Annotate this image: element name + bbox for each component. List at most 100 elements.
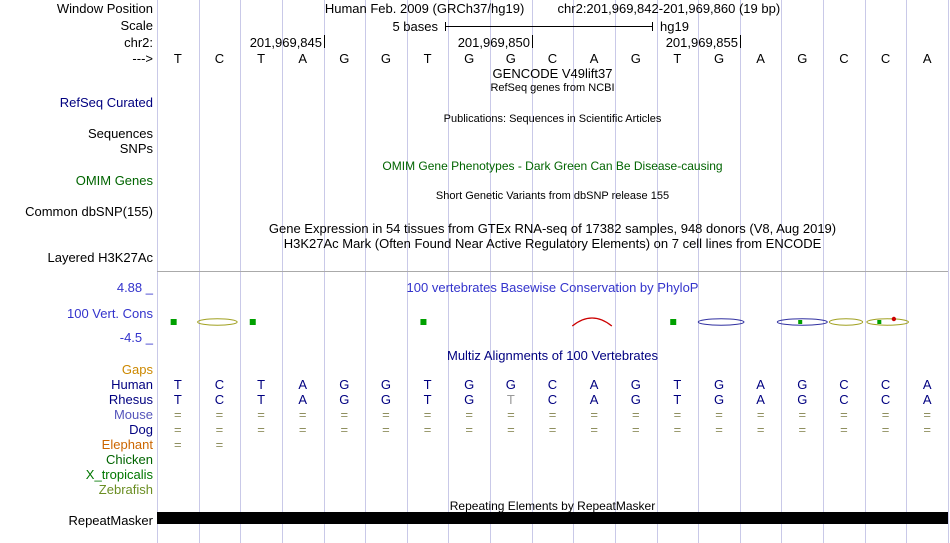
alignment-row-elephant[interactable]: = = xyxy=(157,437,948,452)
alignment-cell: A xyxy=(922,392,932,407)
track-label-dbsnp[interactable]: Common dbSNP(155) xyxy=(25,204,153,219)
conservation-track[interactable] xyxy=(157,308,948,338)
h3k27ac-title[interactable]: H3K27Ac Mark (Often Found Near Active Re… xyxy=(283,236,822,251)
alignment-cell: = xyxy=(715,407,723,422)
alignment-cell: C xyxy=(547,377,558,392)
alignment-cell: A xyxy=(756,377,765,392)
conservation-mark xyxy=(697,318,745,326)
alignment-cell: T xyxy=(257,392,266,407)
dbsnp-title[interactable]: Short Genetic Variants from dbSNP releas… xyxy=(435,190,670,202)
base-letter: C xyxy=(214,51,225,66)
alignment-cell: = xyxy=(465,422,474,437)
gencode-title[interactable]: GENCODE V49lift37 xyxy=(492,66,613,81)
alignment-cell: = xyxy=(923,407,931,422)
alignment-cell: = xyxy=(257,407,265,422)
alignment-cell: A xyxy=(298,392,308,407)
alignment-cell: C xyxy=(839,392,849,407)
base-letter: T xyxy=(423,51,432,66)
track-label-mouse[interactable]: Mouse xyxy=(113,407,153,422)
track-label-snps[interactable]: SNPs xyxy=(119,141,153,156)
alignment-cell: G xyxy=(797,392,808,407)
alignment-cell: = xyxy=(840,407,848,422)
multiz-title[interactable]: Multiz Alignments of 100 Vertebrates xyxy=(446,348,658,363)
alignment-cell: = xyxy=(174,407,182,422)
alignment-cell: T xyxy=(173,392,182,407)
track-label-omim-genes[interactable]: OMIM Genes xyxy=(75,173,153,188)
alignment-cell: = xyxy=(631,422,640,437)
alignment-cell: = xyxy=(174,422,182,437)
scale-value: 5 bases xyxy=(392,19,438,34)
alignment-cell: = xyxy=(257,422,265,437)
track-label-h3k27ac[interactable]: Layered H3K27Ac xyxy=(47,250,153,265)
coordinate-tick xyxy=(740,35,741,48)
alignment-row-chicken[interactable] xyxy=(157,452,948,467)
scale-genome: hg19 xyxy=(660,19,689,34)
track-separator xyxy=(157,271,948,272)
repeatmasker-bar[interactable] xyxy=(157,512,948,524)
alignment-cell: = xyxy=(382,422,390,437)
alignment-cell: C xyxy=(880,377,891,392)
base-letter: G xyxy=(713,51,725,66)
alignment-cell: G xyxy=(464,392,475,407)
track-label-repeatmasker[interactable]: RepeatMasker xyxy=(68,513,153,528)
track-label-x_tropicalis[interactable]: X_tropicalis xyxy=(85,467,153,482)
alignment-cell: G xyxy=(505,377,516,392)
alignment-row-x_tropicalis[interactable] xyxy=(157,467,948,482)
alignment-row-zebrafish[interactable] xyxy=(157,482,948,497)
alignment-row-dog[interactable]: = = = = = = = = = = = = = = = = = = = xyxy=(157,422,948,437)
alignment-cell: = xyxy=(340,422,349,437)
track-label-gaps[interactable]: Gaps xyxy=(121,362,153,377)
base-letter: C xyxy=(880,51,891,66)
refseq-subtitle[interactable]: RefSeq genes from NCBI xyxy=(490,82,615,94)
alignment-cell: T xyxy=(257,377,266,392)
base-letter: G xyxy=(505,51,516,66)
repeatmasker-title[interactable]: Repeating Elements by RepeatMasker xyxy=(449,499,656,513)
alignment-cell: = xyxy=(590,407,598,422)
base-letter: C xyxy=(839,51,849,66)
alignment-cell: = xyxy=(548,422,557,437)
gtex-title[interactable]: Gene Expression in 54 tissues from GTEx … xyxy=(268,221,837,236)
track-label-dog[interactable]: Dog xyxy=(129,422,153,437)
base-letter: G xyxy=(380,51,392,66)
alignment-cell: C xyxy=(547,392,558,407)
track-label-sequences[interactable]: Sequences xyxy=(87,126,153,141)
alignment-cell: G xyxy=(339,377,350,392)
alignment-cell: = xyxy=(798,422,807,437)
alignment-cell: A xyxy=(589,377,599,392)
phylop-title[interactable]: 100 vertebrates Basewise Conservation by… xyxy=(406,280,699,295)
assembly-name: Human Feb. 2009 (GRCh37/hg19) xyxy=(324,1,525,16)
conservation-mark xyxy=(877,320,882,324)
publications-title[interactable]: Publications: Sequences in Scientific Ar… xyxy=(443,113,662,125)
alignment-cell: = xyxy=(798,407,807,422)
alignment-cell: = xyxy=(881,422,890,437)
conservation-mark xyxy=(420,319,427,325)
track-label-rhesus[interactable]: Rhesus xyxy=(108,392,153,407)
alignment-cell: = xyxy=(756,407,765,422)
base-letter: G xyxy=(630,51,641,66)
alignment-row-mouse[interactable]: = = = = = = = = = = = = = = = = = = = xyxy=(157,407,948,422)
track-label-chicken[interactable]: Chicken xyxy=(106,452,153,467)
alignment-cell: G xyxy=(630,392,641,407)
alignment-cell: = xyxy=(756,422,765,437)
alignment-cell: = xyxy=(215,407,224,422)
track-label-human[interactable]: Human xyxy=(111,377,153,392)
cons-axis-max: 4.88 _ xyxy=(116,280,153,295)
alignment-cell: G xyxy=(713,377,725,392)
track-label-100-vert-cons[interactable]: 100 Vert. Cons xyxy=(67,306,153,321)
coordinate-tick xyxy=(324,35,325,48)
alignment-cell: G xyxy=(464,377,475,392)
omim-title[interactable]: OMIM Gene Phenotypes - Dark Green Can Be… xyxy=(382,159,723,173)
track-label-elephant[interactable]: Elephant xyxy=(101,437,153,452)
alignment-cell: A xyxy=(922,377,932,392)
window-position-header: Human Feb. 2009 (GRCh37/hg19) chr2:201,9… xyxy=(157,1,948,16)
alignment-cell: T xyxy=(673,392,682,407)
alignment-cell: C xyxy=(214,392,225,407)
track-label-zebrafish[interactable]: Zebrafish xyxy=(98,482,153,497)
label-strand: ---> xyxy=(132,51,153,66)
track-label-refseq-curated[interactable]: RefSeq Curated xyxy=(59,95,153,110)
base-letter: A xyxy=(298,51,308,66)
cons-axis-min: -4.5 _ xyxy=(119,330,153,345)
